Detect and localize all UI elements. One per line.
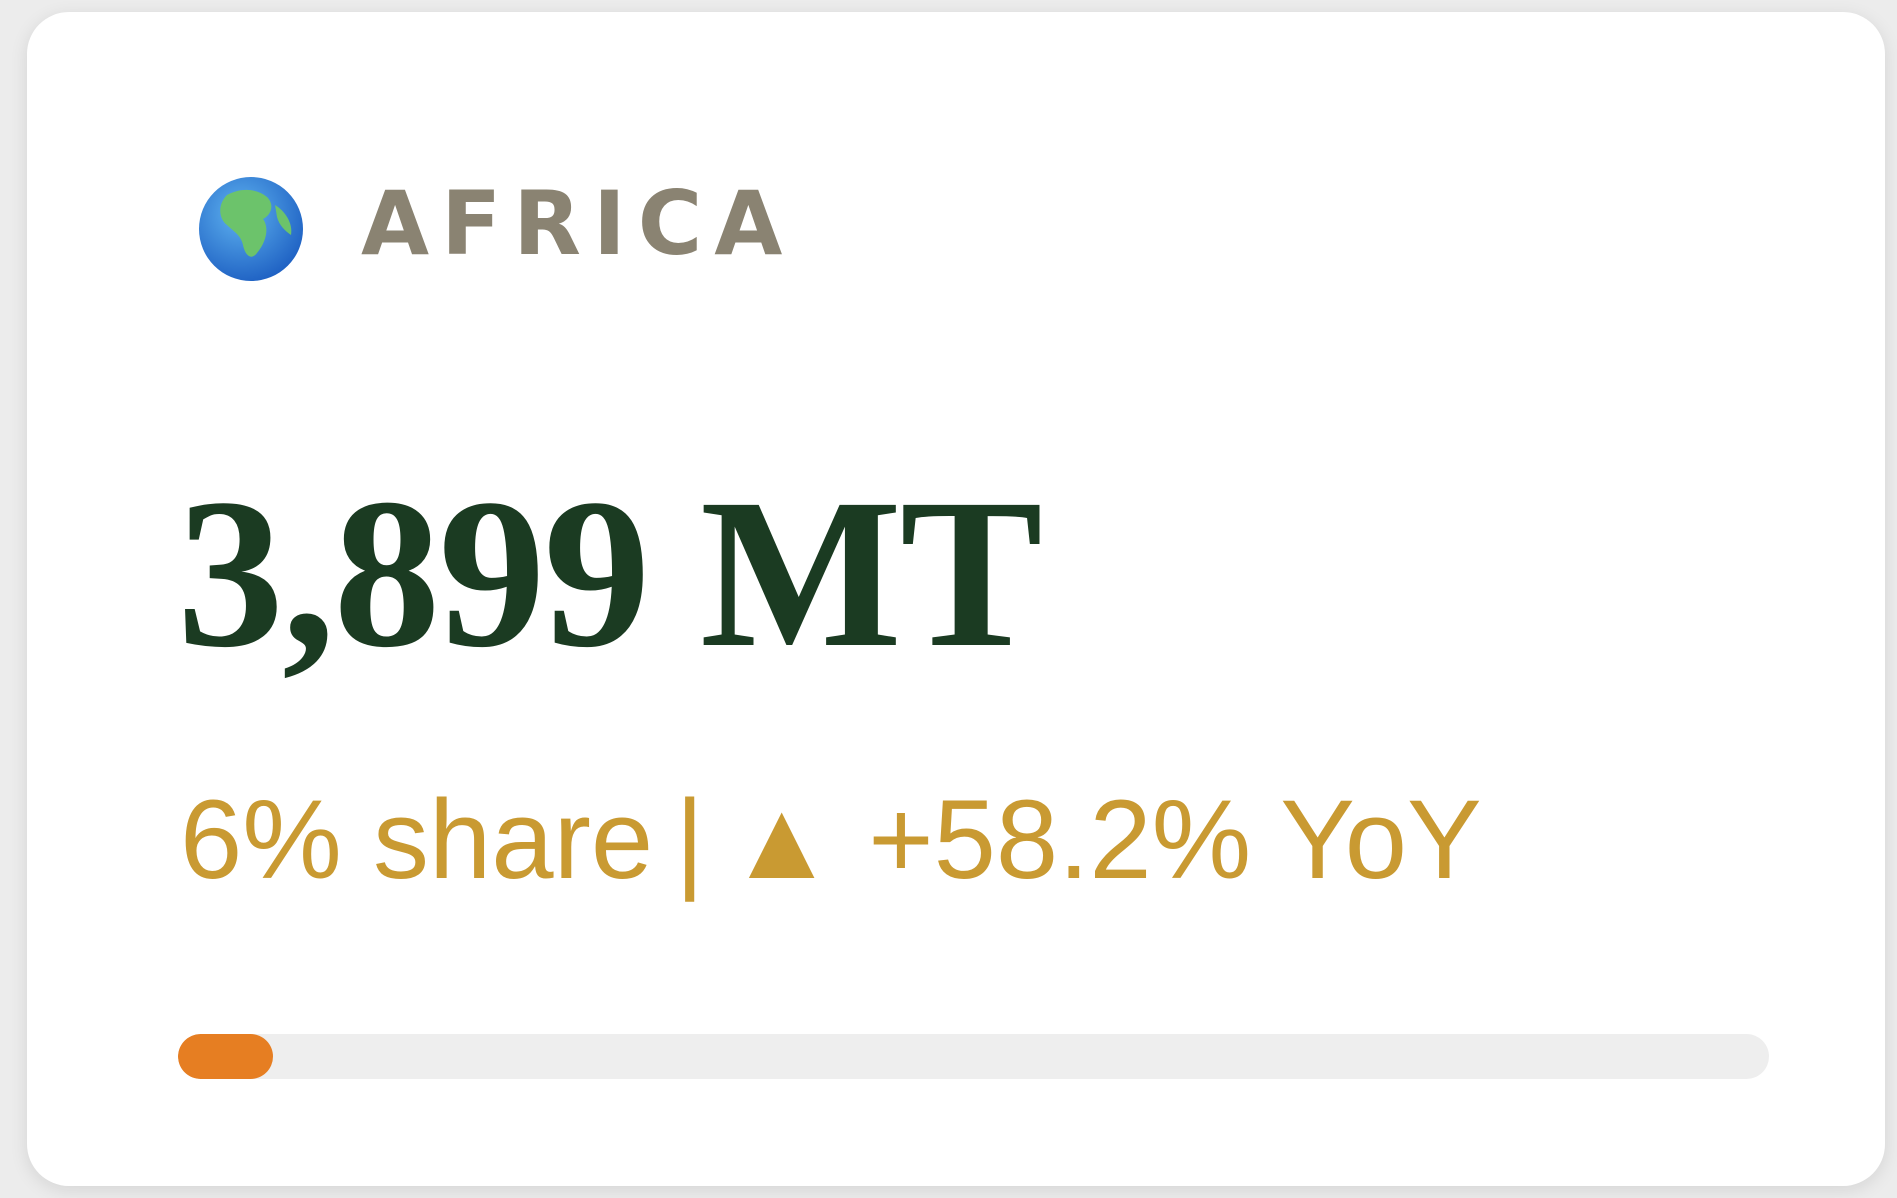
volume-value: 3,899 MT	[177, 455, 1043, 692]
globe-icon	[199, 177, 303, 281]
region-name: AFRICA	[361, 172, 795, 275]
stats-line: 6% share | ▲ +58.2% YoY	[180, 784, 1504, 896]
region-card: AFRICA 3,899 MT 6% share | ▲ +58.2% YoY	[27, 12, 1885, 1186]
separator: |	[675, 777, 705, 902]
progress-fill	[178, 1034, 274, 1079]
yoy-change: ▲ +58.2% YoY	[726, 777, 1482, 902]
share-label: 6% share	[180, 777, 654, 902]
progress-track	[178, 1034, 1769, 1079]
